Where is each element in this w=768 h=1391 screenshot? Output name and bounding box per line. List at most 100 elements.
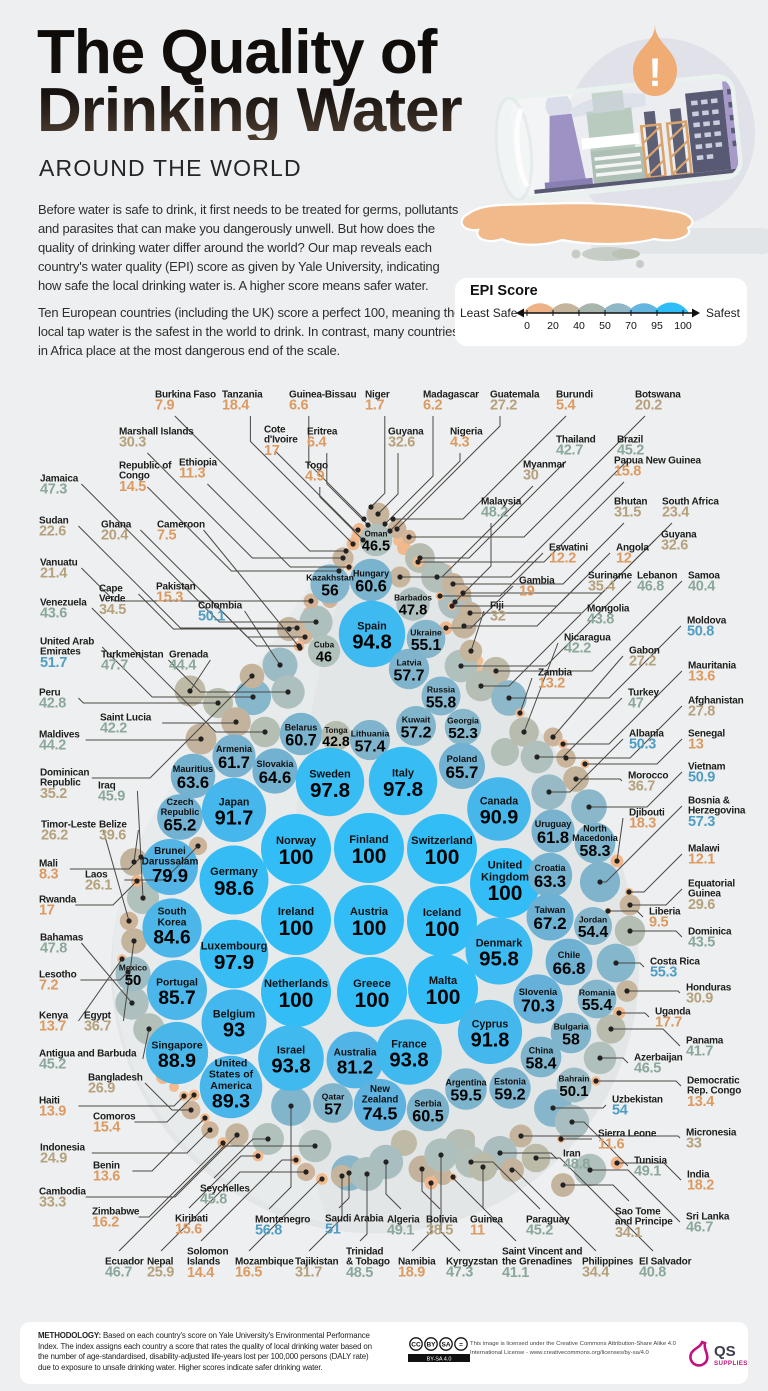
svg-text:Madagascar: Madagascar — [423, 390, 479, 401]
svg-text:Nigeria: Nigeria — [450, 427, 483, 438]
svg-text:13: 13 — [688, 737, 704, 753]
svg-text:50: 50 — [599, 320, 611, 332]
svg-text:Sierra Leone: Sierra Leone — [598, 1129, 657, 1140]
svg-text:30: 30 — [523, 468, 539, 484]
svg-text:Oman: Oman — [365, 530, 388, 539]
svg-text:Guinea: Guinea — [688, 889, 721, 900]
svg-text:36.7: 36.7 — [628, 779, 655, 795]
svg-text:Italy: Italy — [392, 767, 415, 779]
svg-text:20.4: 20.4 — [101, 528, 128, 544]
svg-text:Equatorial: Equatorial — [688, 879, 735, 890]
svg-text:Marshall Islands: Marshall Islands — [119, 427, 194, 438]
svg-text:50.9: 50.9 — [688, 770, 715, 786]
svg-text:Cambodia: Cambodia — [39, 1187, 86, 1198]
svg-text:46.7: 46.7 — [105, 1265, 132, 1281]
svg-text:54.4: 54.4 — [578, 924, 609, 941]
svg-text:Republic: Republic — [161, 807, 200, 817]
svg-text:Moldova: Moldova — [687, 616, 727, 627]
svg-text:United Arab: United Arab — [40, 637, 94, 648]
svg-text:48.5: 48.5 — [346, 1265, 373, 1281]
svg-text:Mauritius: Mauritius — [173, 764, 213, 774]
svg-text:Suriname: Suriname — [588, 571, 633, 582]
svg-text:100: 100 — [355, 989, 390, 1012]
svg-text:Afghanistan: Afghanistan — [688, 696, 744, 707]
svg-text:57.7: 57.7 — [394, 667, 425, 684]
svg-text:47: 47 — [628, 696, 644, 712]
svg-text:Brazil: Brazil — [617, 435, 643, 446]
svg-text:57: 57 — [324, 1101, 342, 1118]
svg-text:32.6: 32.6 — [661, 538, 688, 554]
svg-text:65.2: 65.2 — [164, 816, 197, 835]
svg-text:67.2: 67.2 — [533, 914, 566, 933]
svg-text:42.7: 42.7 — [556, 443, 583, 459]
svg-text:Least Safe: Least Safe — [460, 306, 518, 320]
svg-text:Benin: Benin — [93, 1161, 120, 1172]
svg-text:30.3: 30.3 — [119, 435, 146, 451]
svg-text:74.5: 74.5 — [363, 1104, 398, 1124]
svg-text:Guyana: Guyana — [388, 427, 424, 438]
svg-text:Uruguay: Uruguay — [535, 819, 572, 829]
svg-text:50.1: 50.1 — [559, 1083, 588, 1100]
svg-text:41.7: 41.7 — [686, 1044, 713, 1060]
svg-text:33: 33 — [686, 1136, 702, 1152]
svg-text:59.5: 59.5 — [450, 1087, 481, 1105]
svg-text:Namibia: Namibia — [398, 1257, 436, 1268]
svg-text:Laos: Laos — [85, 870, 108, 881]
svg-text:14.4: 14.4 — [187, 1265, 214, 1281]
svg-text:51.7: 51.7 — [40, 655, 67, 671]
svg-text:Lithuania: Lithuania — [351, 728, 390, 738]
svg-text:15.4: 15.4 — [93, 1120, 120, 1136]
svg-text:100: 100 — [352, 845, 387, 868]
svg-text:12.1: 12.1 — [688, 852, 715, 868]
svg-text:11.3: 11.3 — [179, 466, 205, 482]
svg-text:100: 100 — [279, 846, 314, 869]
svg-text:40: 40 — [573, 320, 585, 332]
svg-text:!: ! — [648, 51, 661, 95]
svg-text:13.7: 13.7 — [39, 1019, 66, 1035]
svg-text:18.2: 18.2 — [687, 1178, 714, 1194]
svg-text:26.2: 26.2 — [41, 828, 68, 844]
svg-text:58.3: 58.3 — [580, 843, 611, 860]
svg-text:Barbados: Barbados — [394, 594, 432, 603]
svg-text:95: 95 — [651, 320, 663, 332]
svg-text:and Principe: and Principe — [615, 1217, 673, 1228]
svg-text:84.6: 84.6 — [153, 928, 190, 949]
svg-text:France: France — [391, 1038, 426, 1050]
svg-text:13.9: 13.9 — [39, 1104, 66, 1120]
svg-text:63.3: 63.3 — [534, 873, 566, 891]
svg-text:Republic: Republic — [40, 778, 81, 789]
svg-text:States of: States of — [209, 1069, 254, 1081]
svg-text:Burundi: Burundi — [556, 390, 593, 401]
svg-text:Iran: Iran — [563, 1149, 581, 1160]
svg-text:45.9: 45.9 — [98, 789, 125, 805]
svg-text:Switzerland: Switzerland — [411, 835, 473, 847]
svg-text:QS: QS — [714, 1343, 736, 1360]
svg-text:34.5: 34.5 — [99, 602, 126, 618]
svg-text:Kyrgyzstan: Kyrgyzstan — [446, 1257, 498, 1268]
svg-text:Estonia: Estonia — [494, 1076, 526, 1086]
svg-text:Philippines: Philippines — [582, 1257, 634, 1268]
svg-text:Cyprus: Cyprus — [472, 1018, 509, 1030]
svg-text:4.3: 4.3 — [450, 435, 469, 451]
svg-text:Kingdom: Kingdom — [481, 871, 529, 883]
svg-text:Maldives: Maldives — [39, 730, 80, 741]
svg-text:29.6: 29.6 — [688, 897, 715, 913]
svg-text:6.6: 6.6 — [289, 398, 308, 414]
svg-text:Eswatini: Eswatini — [549, 543, 588, 554]
svg-text:Croatia: Croatia — [534, 863, 566, 873]
svg-text:Mexico: Mexico — [119, 963, 147, 973]
svg-text:Saint Lucia: Saint Lucia — [100, 713, 152, 724]
svg-text:Algeria: Algeria — [387, 1215, 420, 1226]
svg-text:Dominican: Dominican — [40, 768, 89, 779]
svg-text:100: 100 — [425, 918, 460, 941]
svg-text:7.2: 7.2 — [39, 978, 58, 994]
svg-text:Bangladesh: Bangladesh — [88, 1073, 143, 1084]
svg-text:Malaysia: Malaysia — [481, 497, 522, 508]
svg-text:Vanuatu: Vanuatu — [40, 558, 78, 569]
svg-text:65.7: 65.7 — [446, 763, 479, 782]
svg-text:Malawi: Malawi — [688, 844, 720, 855]
svg-text:Lesotho: Lesotho — [39, 970, 77, 981]
svg-text:51: 51 — [325, 1222, 341, 1238]
svg-text:49.1: 49.1 — [634, 1164, 661, 1180]
svg-text:48.8: 48.8 — [563, 1157, 590, 1173]
